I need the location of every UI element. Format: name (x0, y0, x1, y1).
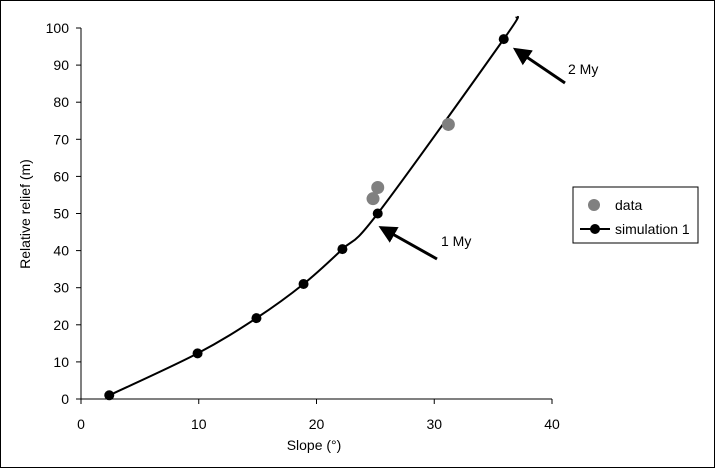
axes (76, 27, 553, 404)
y-tick-label: 30 (53, 280, 69, 296)
simulation-point (192, 348, 203, 359)
x-tick-label: 0 (77, 416, 85, 432)
simulation-point (337, 244, 348, 255)
simulation-point (251, 313, 262, 324)
simulation-line (108, 15, 520, 397)
annotations: 1 My 2 My (378, 47, 598, 261)
y-tick-label: 60 (53, 168, 69, 184)
y-tick-label: 70 (53, 131, 69, 147)
x-tick-label: 40 (544, 416, 560, 432)
markers (104, 34, 509, 401)
legend-label-data: data (615, 197, 642, 213)
y-tick-label: 90 (53, 57, 69, 73)
simulation-1-curve (108, 15, 520, 397)
x-axis-label: Slope (°) (287, 437, 342, 453)
legend-marker-data (588, 199, 600, 211)
data-point (371, 181, 385, 195)
y-tick-label: 50 (53, 206, 69, 222)
y-tick-label: 80 (53, 94, 69, 110)
annotation-label: 2 My (568, 61, 598, 77)
legend-marker-simulation (590, 224, 600, 234)
annotation-arrow (512, 47, 566, 85)
y-tick-label: 40 (53, 243, 69, 259)
legend-label-simulation: simulation 1 (615, 221, 690, 237)
legend: data simulation 1 (572, 186, 699, 244)
y-axis-label: Relative relief (m) (17, 159, 33, 269)
x-tick-label: 10 (191, 416, 207, 432)
data-point (441, 117, 455, 131)
x-tick-label: 20 (309, 416, 325, 432)
y-tick-label: 0 (61, 391, 69, 407)
y-tick-label: 20 (53, 317, 69, 333)
data-point (366, 192, 380, 206)
simulation-point (298, 278, 309, 289)
simulation-point (104, 390, 115, 401)
y-tick-label: 100 (46, 20, 70, 36)
annotation-arrow (378, 226, 438, 261)
simulation-point (372, 208, 383, 219)
annotation-label: 1 My (441, 233, 471, 249)
simulation-point (498, 34, 509, 45)
y-tick-label: 10 (53, 354, 69, 370)
tick-labels: 0 10 20 30 40 50 60 70 80 90 100 0 10 20 30 40 (46, 20, 560, 432)
x-tick-label: 30 (426, 416, 442, 432)
